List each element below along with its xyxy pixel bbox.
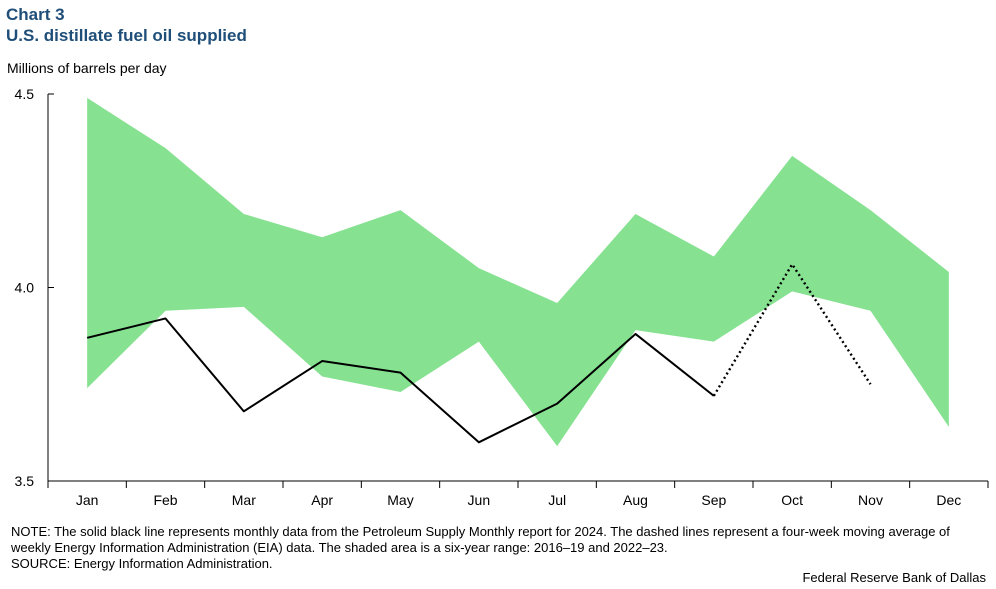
x-tick-label: Nov [858, 492, 883, 508]
x-tick-label: Mar [232, 492, 256, 508]
x-tick-label: May [387, 492, 413, 508]
x-tick-label: Apr [311, 492, 333, 508]
y-tick-label: 4.5 [15, 86, 35, 102]
y-axis-units-label: Millions of barrels per day [7, 60, 167, 76]
x-tick-label: Jun [468, 492, 491, 508]
y-tick-label: 3.5 [15, 473, 35, 489]
y-tick-label: 4.0 [15, 280, 35, 296]
range-band-area [87, 97, 949, 447]
chart-number: Chart 3 [6, 5, 65, 24]
x-tick-label: Feb [153, 492, 177, 508]
x-tick-label: Aug [623, 492, 648, 508]
chart-notes: NOTE: The solid black line represents mo… [11, 524, 986, 572]
x-tick-label: Sep [701, 492, 726, 508]
credit-text: Federal Reserve Bank of Dallas [802, 570, 986, 585]
chart-title: U.S. distillate fuel oil supplied [6, 26, 247, 45]
chart-plot: 3.5 4.0 4.5 Jan Feb Mar Apr May Jun Jul Aug Sep Oct N… [15, 86, 989, 508]
source-text: SOURCE: Energy Information Administratio… [11, 556, 273, 571]
x-tick-label: Jan [76, 492, 99, 508]
weekly-average-line [712, 263, 872, 397]
x-tick-label: Dec [936, 492, 961, 508]
note-text: NOTE: The solid black line represents mo… [11, 524, 950, 555]
chart-header: Chart 3 U.S. distillate fuel oil supplie… [6, 4, 247, 46]
x-tick-label: Oct [781, 492, 803, 508]
x-tick-label: Jul [548, 492, 566, 508]
